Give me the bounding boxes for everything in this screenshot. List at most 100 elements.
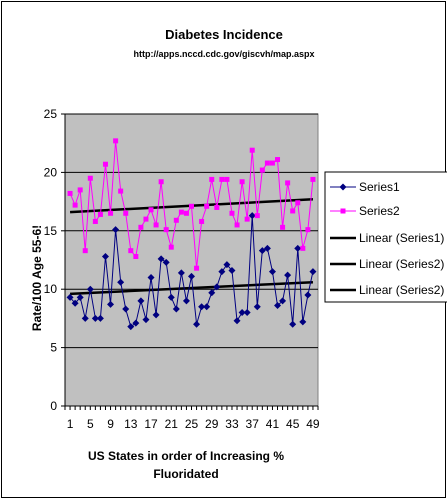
y-tick-label: 5 [50, 341, 57, 355]
data-point [96, 314, 104, 322]
legend-label: Linear (Series1) [359, 231, 444, 245]
data-point [218, 268, 226, 276]
data-point [167, 293, 175, 301]
data-point [66, 293, 74, 301]
data-point [234, 222, 240, 228]
data-point [305, 227, 311, 233]
data-point [254, 213, 260, 219]
data-point [163, 227, 169, 233]
data-point [138, 224, 144, 230]
data-point [152, 311, 160, 319]
data-point [118, 188, 124, 194]
y-tick-label: 15 [44, 224, 58, 238]
data-point [268, 268, 276, 276]
data-point [209, 176, 215, 182]
data-point [263, 244, 271, 252]
data-point [243, 309, 251, 317]
legend-label: Linear (Series2) [359, 283, 444, 297]
data-point [340, 208, 346, 214]
data-point [253, 303, 261, 311]
data-point [143, 216, 149, 222]
x-axis-label-line1: US States in order of Increasing % [88, 449, 284, 463]
data-point [189, 203, 194, 209]
data-point [229, 210, 235, 216]
data-point [123, 210, 129, 216]
data-point [213, 283, 221, 291]
data-point [71, 299, 79, 307]
data-point [289, 320, 297, 328]
data-point [239, 179, 245, 185]
data-point [194, 265, 200, 271]
data-point [295, 200, 301, 206]
y-tick-label: 20 [44, 165, 58, 179]
data-point [310, 176, 316, 182]
data-point [233, 317, 241, 325]
data-point [87, 175, 93, 181]
data-point [279, 297, 287, 305]
data-point [108, 210, 114, 216]
data-point [249, 147, 255, 153]
x-tick-label: 49 [306, 417, 320, 431]
data-point [204, 203, 210, 209]
y-axis-label: Rate/100 Age 55-6! [30, 225, 44, 331]
x-tick-label: 25 [185, 417, 199, 431]
y-tick-label: 25 [44, 107, 58, 121]
data-point [113, 138, 119, 144]
data-point [285, 180, 291, 186]
data-point [269, 160, 275, 166]
data-point [304, 291, 312, 299]
data-point [274, 302, 282, 310]
data-point [128, 248, 134, 254]
data-point [248, 212, 256, 220]
data-point [153, 222, 159, 228]
data-point [259, 167, 265, 173]
y-tick-label: 10 [44, 282, 58, 296]
legend-label: Series1 [359, 180, 400, 194]
data-point [223, 261, 231, 269]
data-point [137, 297, 145, 305]
x-axis-label-line2: Fluoridated [153, 467, 218, 481]
data-point [238, 309, 246, 317]
data-point [102, 161, 108, 167]
data-point [72, 202, 78, 208]
data-point [82, 248, 88, 254]
data-point [172, 305, 180, 313]
data-point [193, 320, 201, 328]
x-tick-label: 17 [144, 417, 158, 431]
data-point [81, 314, 89, 322]
legend-label: Linear (Series2) [359, 257, 444, 271]
data-point [76, 293, 84, 301]
chart-title: Diabetes Incidence [165, 27, 283, 42]
data-point [86, 285, 94, 293]
data-point [198, 303, 206, 311]
data-point [264, 160, 270, 166]
chart-subtitle: http://apps.nccd.cdc.gov/giscvh/map.aspx [133, 49, 314, 59]
data-point [67, 190, 73, 196]
data-point [127, 323, 135, 331]
x-tick-label: 37 [246, 417, 260, 431]
data-point [188, 272, 195, 280]
data-point [290, 208, 296, 214]
data-point [157, 255, 165, 263]
legend: Series1 Series2 Linear (Series1) Linear (Se… [324, 171, 447, 303]
plot-area [64, 113, 319, 407]
data-point [173, 217, 179, 223]
x-tick-label: 21 [165, 417, 179, 431]
data-point [97, 211, 103, 217]
x-tick-label: 5 [87, 417, 94, 431]
data-point [142, 316, 150, 324]
data-point [132, 319, 140, 327]
data-point [294, 244, 302, 252]
trendline [69, 280, 314, 296]
data-point [148, 207, 154, 213]
data-point [168, 244, 174, 250]
y-tick-label: 0 [50, 399, 57, 413]
data-point [112, 226, 120, 234]
data-point [309, 268, 317, 276]
data-point [178, 209, 184, 215]
x-tick-label: 1 [67, 417, 74, 431]
x-tick-label: 45 [286, 417, 300, 431]
legend-label: Series2 [359, 204, 400, 218]
data-point [339, 183, 347, 191]
